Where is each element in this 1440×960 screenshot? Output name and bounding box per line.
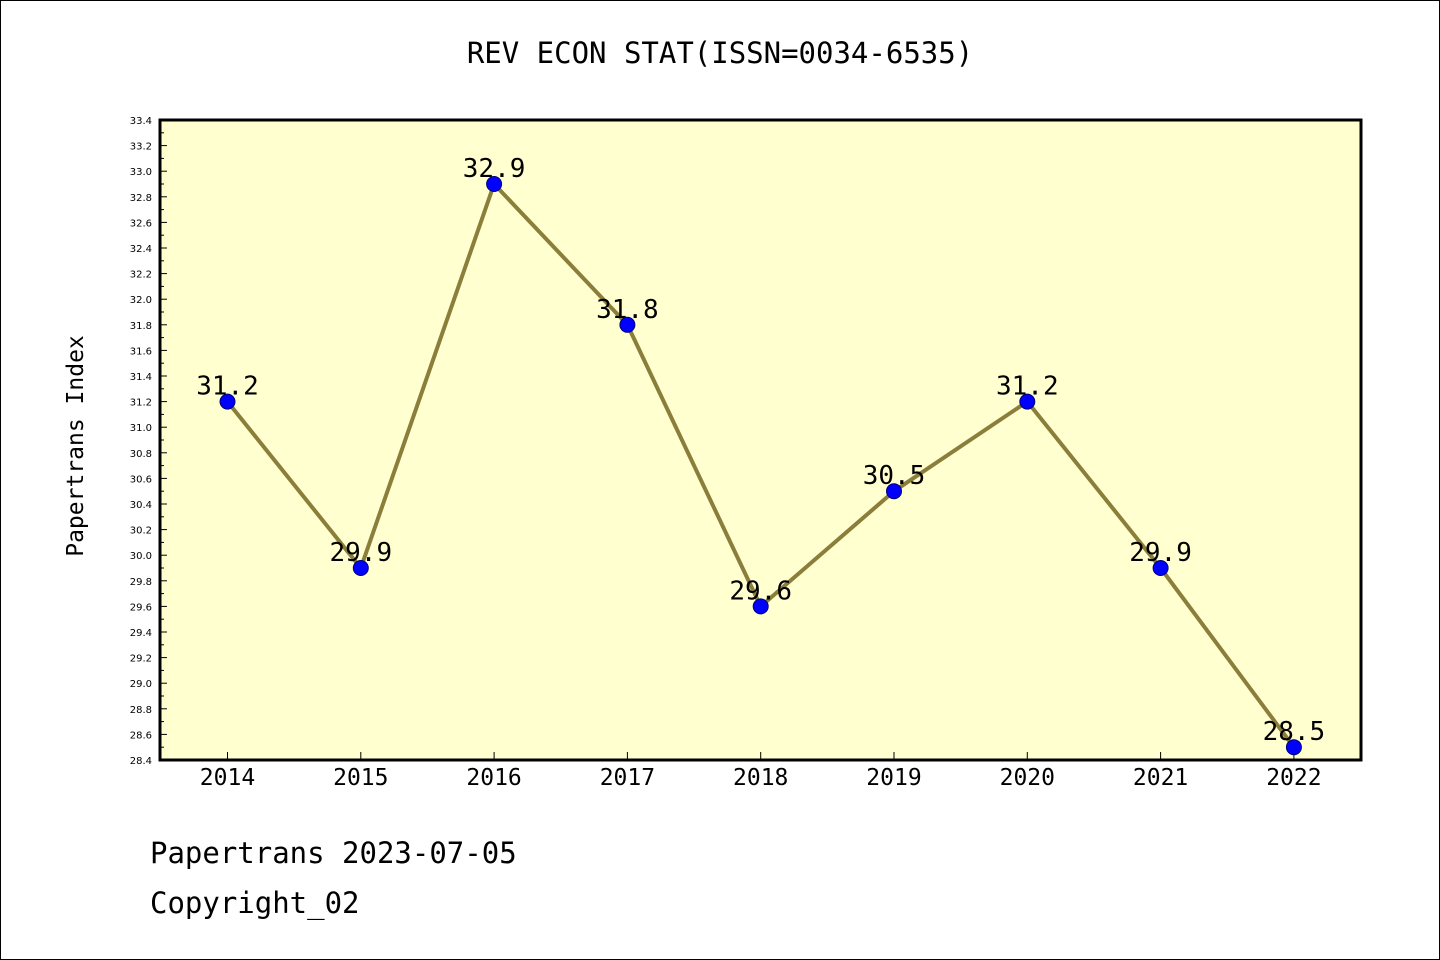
y-tick-label: 30.6	[130, 474, 152, 485]
data-label: 31.2	[196, 372, 259, 402]
data-point	[1019, 393, 1036, 410]
data-points	[219, 176, 1302, 756]
data-label: 31.8	[596, 295, 659, 325]
y-tick-label: 32.8	[130, 193, 152, 204]
footer-date: Papertrans 2023-07-05	[150, 836, 517, 870]
x-tick-label: 2021	[1133, 765, 1188, 791]
x-tick-label: 2022	[1266, 765, 1321, 791]
data-label: 28.5	[1263, 717, 1326, 747]
data-label: 30.5	[863, 461, 926, 491]
data-labels: 31.2 29.9 32.9 31.8 29.6 30.5 31.2 29.9 28.5	[196, 154, 1325, 747]
data-point	[886, 483, 902, 500]
y-tick-label: 31.2	[130, 398, 152, 409]
y-tick-label: 28.4	[130, 756, 152, 767]
y-tick-label: 30.4	[130, 500, 152, 511]
y-tick-label: 33.4	[130, 116, 152, 127]
data-point	[1152, 560, 1169, 576]
data-point	[1285, 739, 1302, 756]
data-label: 29.9	[1129, 538, 1192, 568]
y-tick-label: 29.8	[130, 577, 152, 588]
data-point	[352, 560, 369, 576]
y-tick-label: 29.6	[130, 602, 152, 613]
y-tick-label: 33.2	[130, 142, 152, 153]
x-tick-label: 2016	[466, 765, 521, 791]
y-tick-label: 31.0	[130, 423, 152, 434]
x-tick-label: 2020	[1000, 765, 1055, 791]
data-point	[486, 176, 503, 192]
data-point	[752, 598, 769, 615]
x-tick-label: 2017	[600, 765, 655, 791]
x-tick-label: 2015	[333, 765, 388, 791]
data-label: 31.2	[996, 372, 1059, 402]
plot-area	[158, 118, 1363, 762]
y-tick-label: 28.6	[130, 730, 152, 741]
x-tick-label: 2019	[866, 765, 921, 791]
y-tick-label: 32.0	[130, 295, 152, 306]
y-tick-label: 31.6	[130, 346, 152, 357]
y-tick-label: 33.0	[130, 167, 152, 178]
y-tick-label: 32.6	[130, 218, 152, 229]
y-tick-label: 30.0	[130, 551, 152, 562]
chart-title: REV ECON STAT(ISSN=0034-6535)	[466, 36, 974, 70]
y-tick-label: 29.2	[130, 654, 152, 665]
y-tick-label: 29.0	[130, 679, 152, 690]
y-tick-label: 31.8	[130, 321, 152, 332]
y-axis-ticks: 28.4 28.6 28.8 29.0 29.2 29.4 29.6 29.8 30.0 30.2…	[130, 116, 167, 767]
footer-copyright: Copyright_02	[150, 886, 360, 920]
y-tick-label: 28.8	[130, 705, 152, 716]
y-tick-label: 30.8	[130, 449, 152, 460]
y-tick-label: 32.4	[130, 244, 152, 255]
x-tick-label: 2014	[200, 765, 255, 791]
x-tick-label: 2018	[733, 765, 788, 791]
data-label: 29.9	[329, 538, 392, 568]
y-tick-label: 31.4	[130, 372, 152, 383]
y-tick-label: 29.4	[130, 628, 152, 639]
y-tick-label: 32.2	[130, 270, 152, 281]
x-axis-ticks: 2014 2015 2016 2017 2018 2019 2020 2021 2022	[200, 752, 1322, 791]
y-tick-label: 30.2	[130, 526, 152, 537]
data-point	[619, 316, 636, 333]
data-label: 29.6	[729, 576, 792, 606]
data-point	[219, 393, 236, 410]
data-label: 32.9	[463, 154, 526, 184]
